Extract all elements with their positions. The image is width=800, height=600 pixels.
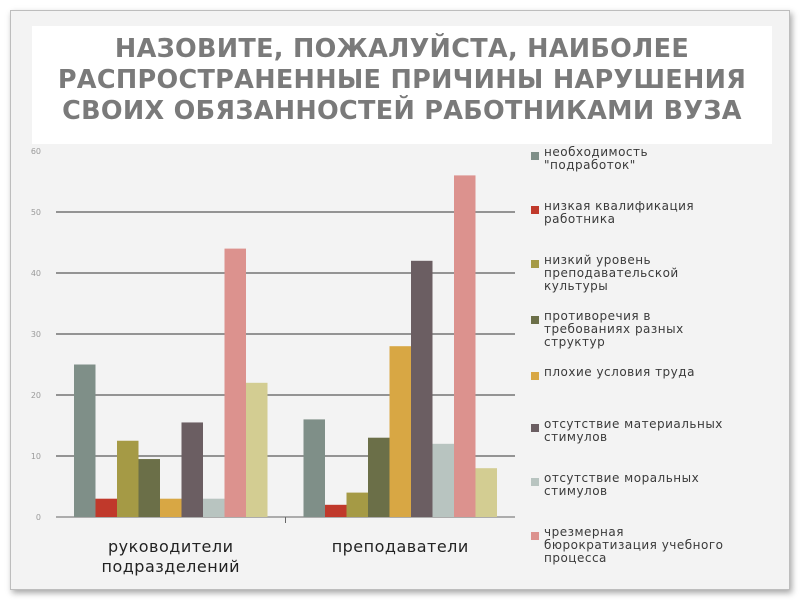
x-category-label: преподаватели: [332, 537, 469, 556]
bar: [117, 440, 139, 517]
bar: [454, 175, 476, 517]
legend-swatch: [531, 152, 539, 160]
legend-swatch: [531, 260, 539, 268]
y-tick-label: 60: [31, 147, 41, 156]
bar: [368, 437, 390, 517]
legend-swatch: [531, 532, 539, 540]
bar: [325, 504, 347, 517]
y-tick-label: 30: [31, 330, 41, 339]
bar: [160, 498, 182, 517]
title-band: [32, 26, 772, 144]
bar: [246, 382, 268, 517]
y-tick-label: 40: [31, 269, 41, 278]
legend-swatch: [531, 316, 539, 324]
legend-swatch: [531, 478, 539, 486]
x-category-label: подразделений: [101, 557, 240, 576]
legend-swatch: [531, 424, 539, 432]
legend-swatch: [531, 206, 539, 214]
y-tick-label: 20: [31, 391, 41, 400]
bar: [181, 422, 203, 517]
bar: [224, 248, 246, 517]
legend-label: чрезмерная бюрократизация учебного проце…: [544, 525, 724, 565]
slide-title: НАЗОВИТЕ, ПОЖАЛУЙСТА, НАИБОЛЕЕ РАСПРОСТР…: [32, 34, 772, 127]
legend-label: низкая квалификация работника: [544, 199, 695, 226]
legend-label: плохие условия труда: [544, 365, 695, 379]
bar: [411, 260, 433, 517]
bar: [74, 364, 96, 517]
y-tick-label: 0: [36, 513, 41, 522]
bar: [346, 492, 368, 517]
legend-label: низкий уровень преподавательской культур…: [544, 253, 679, 293]
title-line-1: НАЗОВИТЕ, ПОЖАЛУЙСТА, НАИБОЛЕЕ: [114, 34, 690, 64]
title-line-2: РАСПРОСТРАНЕННЫЕ ПРИЧИНЫ НАРУШЕНИЯ: [57, 65, 747, 95]
legend-label: отсутствие моральных стимулов: [544, 471, 700, 498]
legend-label: необходимость "подработок": [544, 145, 649, 172]
chart-legend: необходимость "подработок" низкая квалифи…: [531, 146, 793, 576]
x-category-label: руководители: [108, 537, 234, 556]
bar: [303, 419, 325, 517]
bar: [475, 468, 497, 517]
y-tick-label: 10: [31, 452, 41, 461]
title-line-3: СВОИХ ОБЯЗАННОСТЕЙ РАБОТНИКАМИ ВУЗА: [62, 96, 742, 126]
legend-label: противоречия в требованиях разных структ…: [544, 309, 684, 349]
legend-label: отсутствие материальных стимулов: [544, 417, 723, 444]
y-tick-label: 50: [31, 208, 41, 217]
bar: [389, 346, 411, 517]
bar: [95, 498, 117, 517]
bar: [432, 443, 454, 517]
legend-swatch: [531, 372, 539, 380]
bar: [138, 459, 160, 517]
bar: [203, 498, 225, 517]
